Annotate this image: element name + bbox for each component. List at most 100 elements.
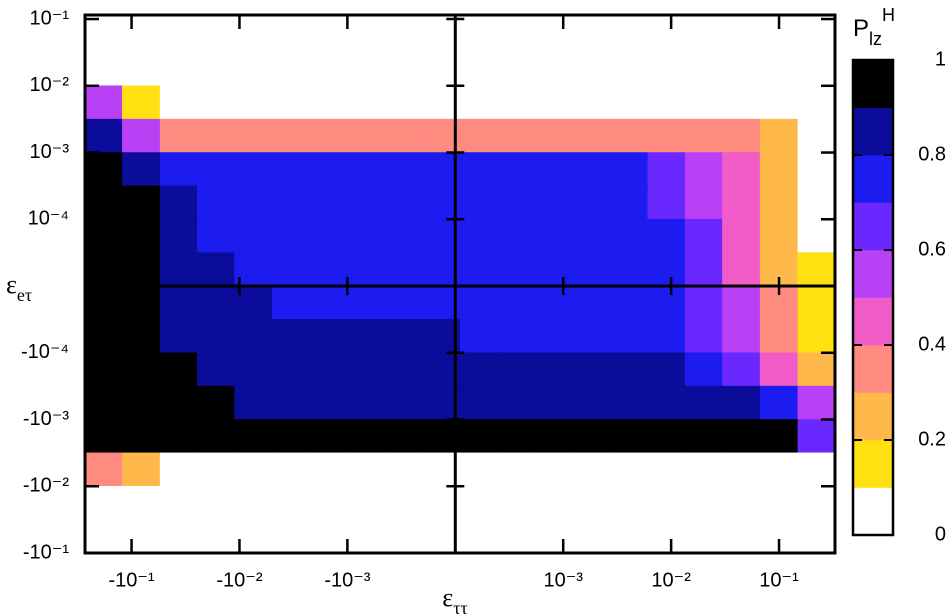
heatmap-cell [459,185,498,220]
heatmap-cell [572,352,611,387]
heatmap-cell [497,419,535,454]
heatmap-cell [272,18,311,53]
heatmap-cell [309,118,348,153]
heatmap-cell [347,419,385,454]
heatmap-cell [122,18,161,53]
heatmap-cell [459,419,498,454]
heatmap-cell [159,419,198,454]
heatmap-cell [572,319,611,354]
heatmap-cell [534,352,573,387]
heatmap-cell [272,218,311,253]
heatmap-cell [384,485,423,520]
heatmap-cell [234,319,273,354]
heatmap-cell [609,152,649,187]
y-tick-label: -10⁻² [23,475,69,497]
heatmap-cell [84,452,123,487]
colorbar-tick-label: 0 [935,523,946,545]
heatmap-cell [84,285,123,320]
heatmap-cell [122,385,161,420]
heatmap-cell [797,285,836,320]
heatmap-cell [84,319,123,354]
heatmap-cell [647,419,686,454]
heatmap-cell [234,152,273,187]
heatmap-cell [459,319,498,354]
heatmap-cell [309,319,348,354]
heatmap-cell [122,85,161,120]
heatmap-cell [497,52,535,87]
colorbar-title-main: P [853,15,869,42]
heatmap-cell [684,52,723,87]
heatmap-cell [347,385,385,420]
heatmap-cell [159,319,198,354]
heatmap-cell [122,519,161,554]
heatmap-cell [122,319,161,354]
heatmap-cell [159,485,198,520]
colorbar-band [852,59,894,108]
heatmap-cell [197,419,235,454]
heatmap-cell [122,352,161,387]
heatmap-cell [347,485,385,520]
heatmap-cell [347,218,385,253]
heatmap-cell [272,452,311,487]
heatmap-cell [609,519,649,554]
heatmap-cell [197,185,235,220]
heatmap-cell [459,385,498,420]
heatmap-cell [647,218,686,253]
colorbar-title: PlzH [853,5,895,49]
heatmap-cell [647,352,686,387]
heatmap-cell [572,152,611,187]
heatmap-cell [797,352,836,387]
heatmap-cell [347,519,385,554]
heatmap-cell [572,519,611,554]
heatmap-cell [797,519,836,554]
heatmap-cell [272,419,311,454]
heatmap-cell [572,185,611,220]
heatmap-cell [384,452,423,487]
heatmap-cell [609,352,649,387]
heatmap-cell [122,452,161,487]
heatmap-cell [272,519,311,554]
heatmap-cell [722,319,761,354]
heatmap-cell [647,385,686,420]
heatmap-cell [197,85,235,120]
heatmap-cell [759,485,799,520]
heatmap-cell [797,252,836,287]
heatmap-cell [347,52,385,87]
heatmap-cell [384,519,423,554]
heatmap-cell [647,285,686,320]
heatmap-cell [309,18,348,53]
heatmap-cell [684,185,723,220]
colorbar-title-sup: H [882,5,895,25]
heatmap-cell [309,52,348,87]
heatmap-cell [234,385,273,420]
heatmap-cell [797,152,836,187]
heatmap-cell [497,519,535,554]
colorbar-band [852,487,894,536]
heatmap-cell [197,52,235,87]
heatmap-cell [84,218,123,253]
heatmap-cell [309,419,348,454]
heatmap-cell [797,52,836,87]
colorbar-band [852,439,894,488]
colorbar-band [852,154,894,203]
heatmap-cell [309,285,348,320]
heatmap-cell [572,52,611,87]
colorbar-band [852,107,894,156]
heatmap-cell [722,152,761,187]
heatmap-cell [122,52,161,87]
y-axis-title-sub: eτ [17,285,32,305]
heatmap-cell [84,52,123,87]
x-axis-title: εττ [442,583,467,615]
heatmap-cell [497,285,535,320]
heatmap-cell [609,419,649,454]
y-axis-title: εeτ [6,270,32,305]
heatmap-cell [234,218,273,253]
heatmap-cell [647,152,686,187]
heatmap-cell [272,118,311,153]
heatmap-cell [272,252,311,287]
heatmap-cell [684,319,723,354]
heatmap-cell [609,319,649,354]
heatmap-cell [722,118,761,153]
heatmap-cell [534,452,573,487]
